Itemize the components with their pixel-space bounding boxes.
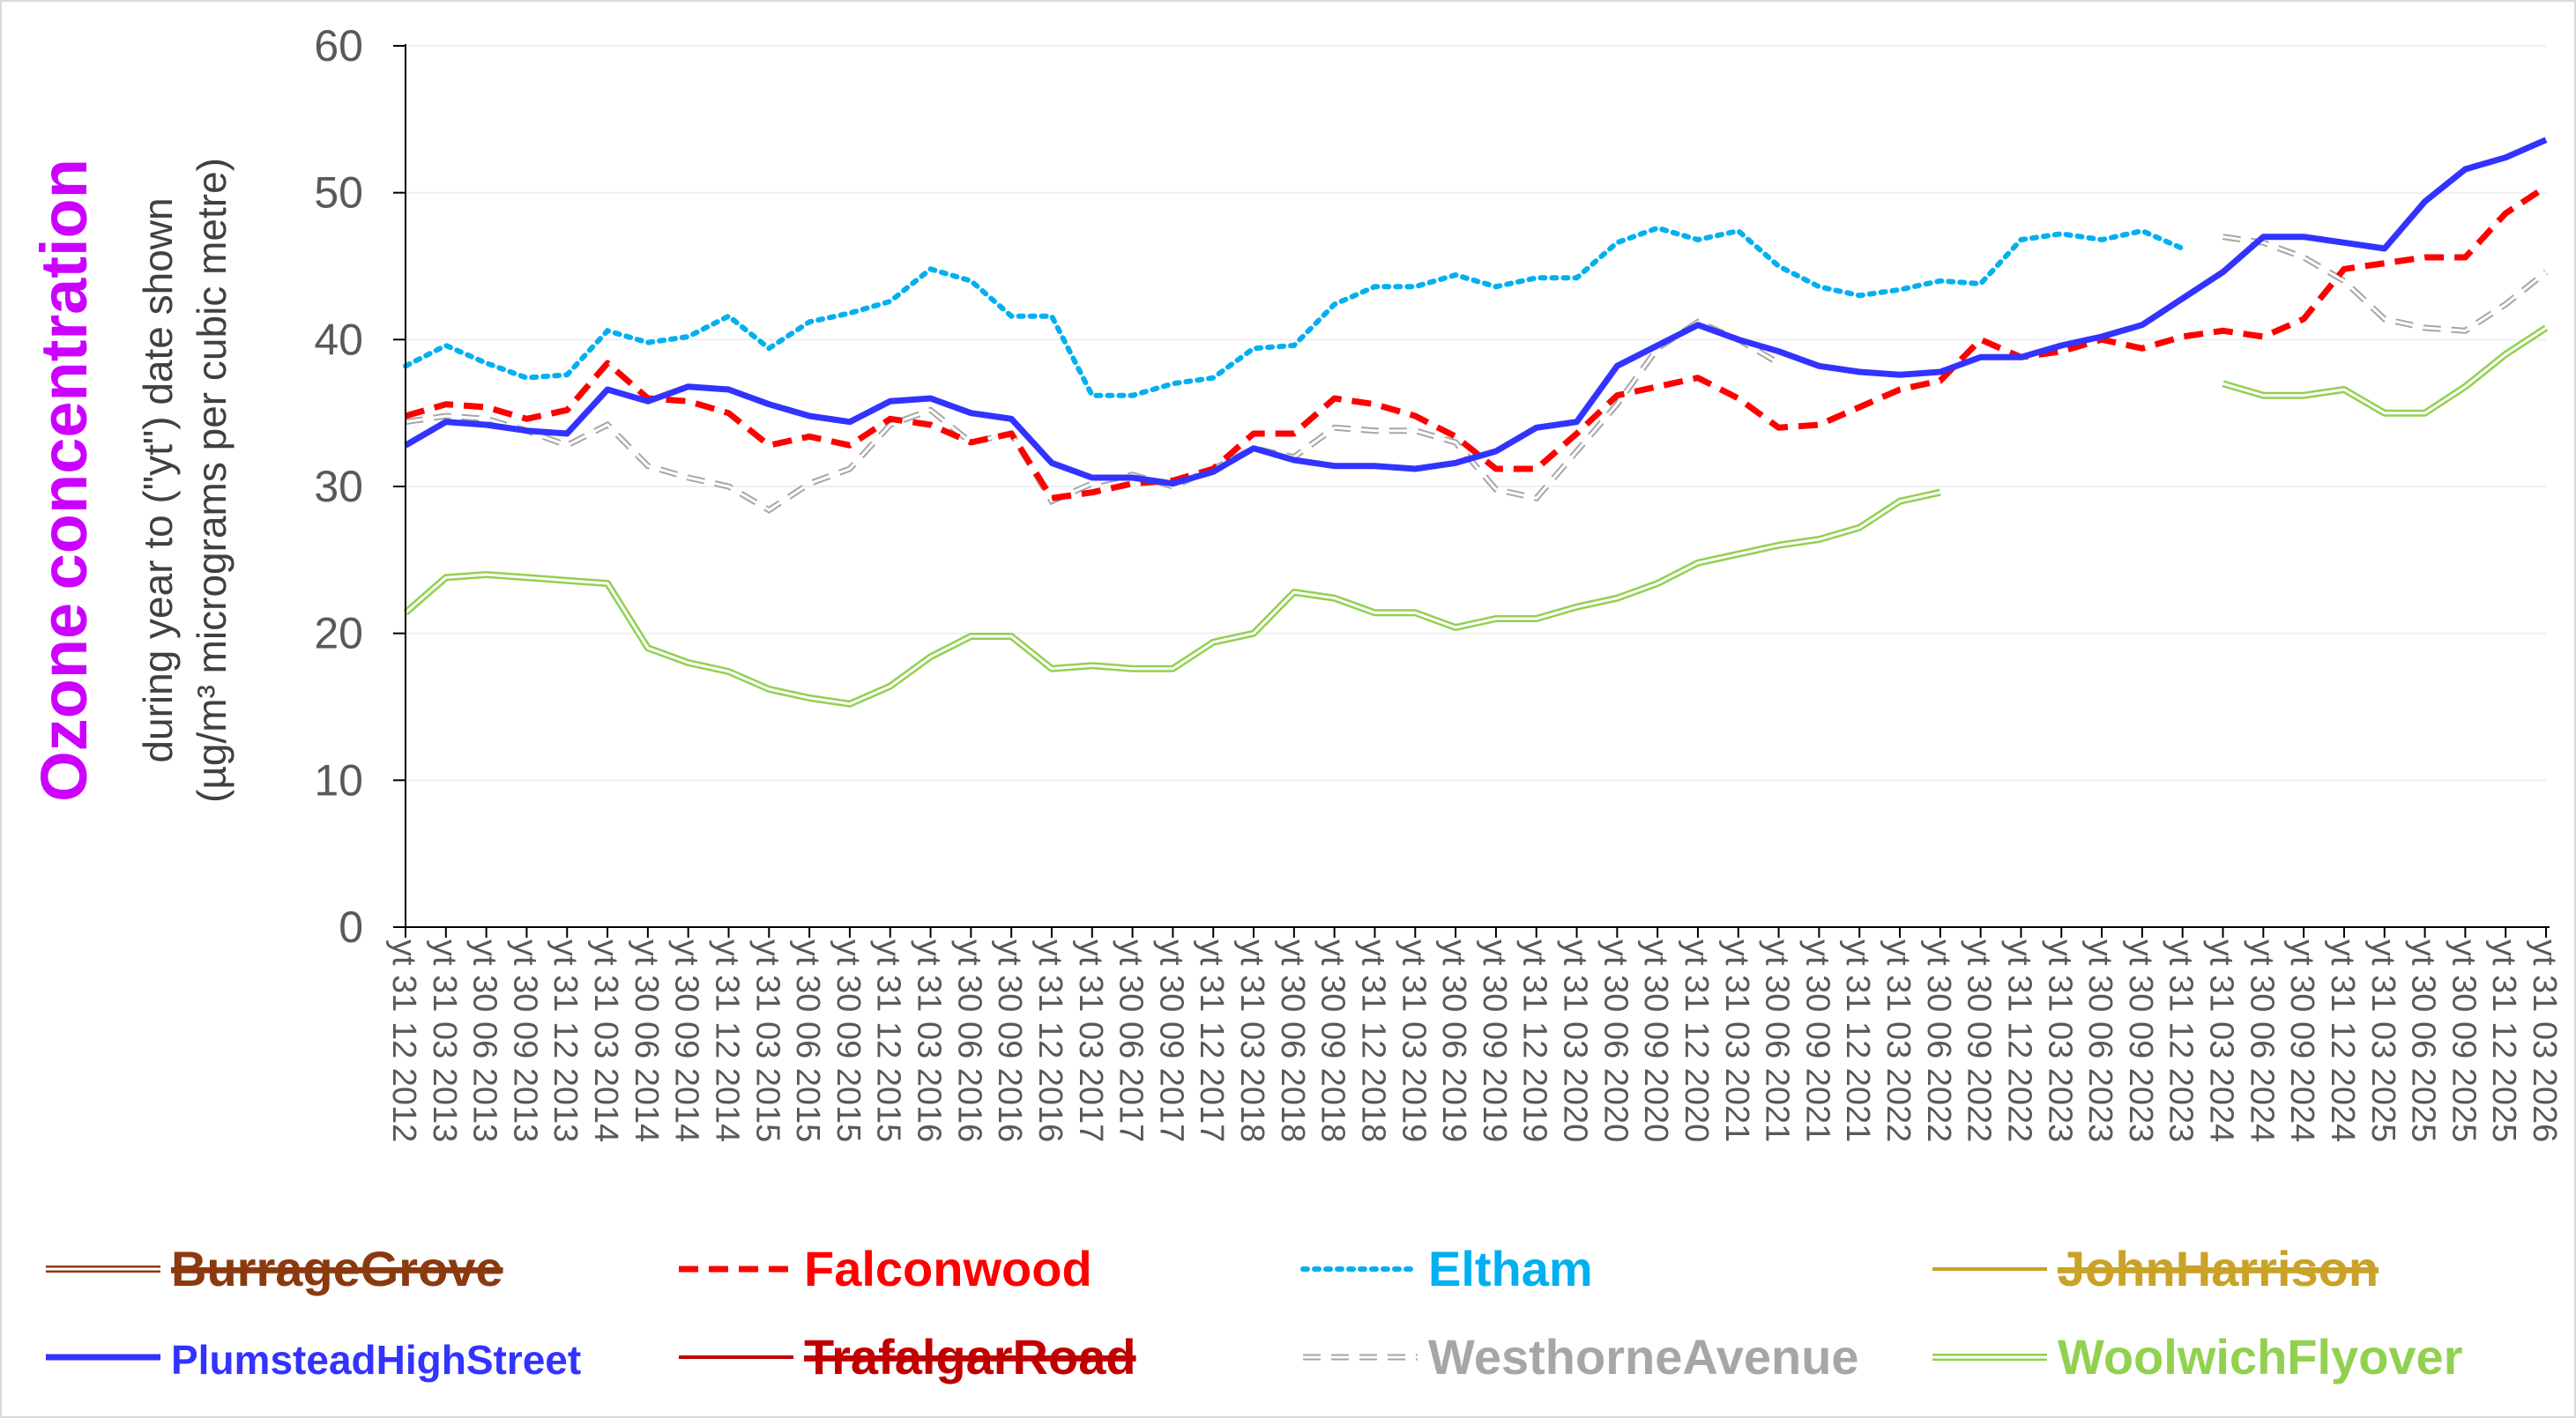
x-tick-label: yt 30 06 2024 [2243,939,2280,1142]
legend-item-TrafalgarRoad: TrafalgarRoad [679,1329,1136,1385]
y-axis-label: Ozone concentration during year to ("yt"… [27,158,235,803]
x-tick-label: yt 30 09 2013 [506,939,543,1142]
series-WoolwichFlyover [403,324,2549,708]
x-tick-label: yt 31 12 2020 [1678,939,1715,1142]
x-tick-label: yt 31 12 2017 [1193,939,1230,1142]
x-tick-label: yt 30 09 2014 [668,939,705,1142]
x-tick-label: yt 31 12 2013 [547,939,584,1142]
legend-label: Eltham [1428,1241,1593,1296]
legend-item-PlumsteadHighStreet: PlumsteadHighStreet [46,1337,581,1383]
series-lines [403,137,2549,708]
x-tick-label: yt 31 03 2022 [1880,939,1917,1142]
x-tick-label: yt 30 06 2016 [950,939,987,1142]
y-axis-title-line-1: Ozone concentration [27,159,101,802]
x-tick-label: yt 31 03 2013 [426,939,463,1142]
series-WesthorneAvenue [405,234,2549,514]
legend-item-BurrageGrove: BurrageGrove [46,1241,503,1296]
x-tick-label: yt 31 12 2024 [2324,939,2361,1142]
x-tick-label: yt 31 12 2022 [2000,939,2037,1142]
axes [405,44,2550,928]
x-tick-label: yt 30 09 2018 [1314,939,1351,1142]
x-tick-label: yt 31 03 2024 [2203,939,2240,1142]
x-tick-label: yt 30 06 2020 [1597,939,1634,1142]
y-axis-title-concentration: concentration [27,159,101,590]
x-tick-label: yt 31 12 2018 [1354,939,1391,1142]
y-tick-label: 40 [314,315,363,364]
x-tick-label: yt 31 03 2020 [1557,939,1594,1142]
line-WoolwichFlyover-inner [2222,326,2547,415]
x-tick-label: yt 30 06 2017 [1113,939,1150,1142]
x-tick-label: yt 30 06 2018 [1274,939,1311,1142]
y-tick-label: 50 [314,168,363,218]
x-tick-label: yt 30 06 2023 [2081,939,2118,1142]
legend-item-WoolwichFlyover: WoolwichFlyover [1932,1329,2462,1385]
x-tick-label: yt 31 12 2012 [385,939,422,1142]
y-axis-ticks: 0 10 20 30 40 50 60 [314,21,406,952]
y-axis-title-line-2: during year to ("yt") date shown [135,197,181,762]
x-tick-label: yt 30 06 2025 [2405,939,2442,1142]
legend-label: PlumsteadHighStreet [171,1337,581,1383]
legend-item-WesthorneAvenue: WesthorneAvenue [1303,1329,1859,1385]
y-tick-label: 10 [314,755,363,805]
legend-item-Falconwood: Falconwood [679,1241,1092,1296]
x-tick-label: yt 31 03 2017 [1072,939,1109,1142]
x-tick-label: yt 30 09 2021 [1798,939,1835,1142]
legend-item-Eltham: Eltham [1300,1241,1593,1296]
x-tick-label: yt 30 09 2015 [830,939,867,1142]
y-tick-label: 20 [314,609,363,658]
x-tick-label: yt 31 03 2025 [2364,939,2401,1142]
x-tick-label: yt 30 06 2013 [466,939,503,1142]
line-Eltham [403,225,2185,398]
series-Falconwood [405,184,2548,501]
x-tick-label: yt 31 12 2023 [2163,939,2200,1142]
x-tick-label: yt 30 06 2022 [1920,939,1957,1142]
x-tick-label: yt 31 03 2026 [2526,939,2563,1142]
y-tick-label: 30 [314,462,363,511]
y-tick-label: 0 [339,902,363,952]
x-tick-label: yt 31 03 2021 [1718,939,1755,1142]
y-axis-title-line-3: (µg/m³ micrograms per cubic metre) [189,158,235,803]
legend-label: WesthorneAvenue [1428,1329,1859,1385]
x-tick-label: yt 30 09 2025 [2445,939,2482,1142]
x-tick-label: yt 31 12 2025 [2485,939,2522,1142]
x-tick-label: yt 30 09 2016 [991,939,1028,1142]
x-axis-ticks: yt 31 12 2012 yt 31 03 2013 yt 30 06 2013 y… [385,927,2563,1142]
legend: BurrageGrove Falconwood Eltham JohnHarrison… [46,1241,2462,1385]
x-tick-label: yt 30 09 2020 [1637,939,1674,1142]
x-tick-label: yt 31 12 2019 [1516,939,1553,1142]
legend-item-JohnHarrison: JohnHarrison [1932,1241,2379,1296]
gridlines [406,45,2546,782]
x-tick-label: yt 31 03 2019 [1395,939,1432,1142]
line-PlumsteadHighStreet [404,137,2548,487]
x-tick-label: yt 30 06 2019 [1435,939,1472,1142]
series-Eltham [403,225,2185,398]
x-tick-label: yt 31 03 2015 [748,939,785,1142]
x-tick-label: yt 31 03 2016 [911,939,948,1142]
y-axis-title-ozone: Ozone [27,603,101,802]
legend-label: Falconwood [804,1241,1092,1296]
x-tick-label: yt 31 12 2021 [1839,939,1876,1142]
line-WoolwichFlyover-inner [405,491,1941,706]
x-tick-label: yt 30 09 2019 [1476,939,1513,1142]
x-tick-label: yt 30 06 2014 [628,939,665,1142]
x-tick-label: yt 30 06 2015 [789,939,826,1142]
y-tick-label: 60 [314,21,363,71]
x-tick-label: yt 30 09 2022 [1961,939,1998,1142]
x-tick-label: yt 31 03 2014 [587,939,624,1142]
x-tick-label: yt 31 12 2016 [1031,939,1068,1142]
x-tick-label: yt 30 06 2021 [1759,939,1796,1142]
series-PlumsteadHighStreet [404,137,2548,487]
legend-label: WoolwichFlyover [2058,1329,2462,1385]
x-tick-label: yt 30 09 2024 [2283,939,2320,1142]
x-tick-label: yt 31 03 2018 [1233,939,1270,1142]
x-tick-label: yt 31 03 2023 [2041,939,2078,1142]
x-tick-label: yt 31 12 2015 [870,939,907,1142]
x-tick-label: yt 30 09 2023 [2122,939,2159,1142]
line-Falconwood [405,184,2548,501]
x-tick-label: yt 31 12 2014 [708,939,745,1142]
line-WesthorneAvenue-inner [2222,235,2547,332]
x-tick-label: yt 30 09 2017 [1152,939,1189,1142]
